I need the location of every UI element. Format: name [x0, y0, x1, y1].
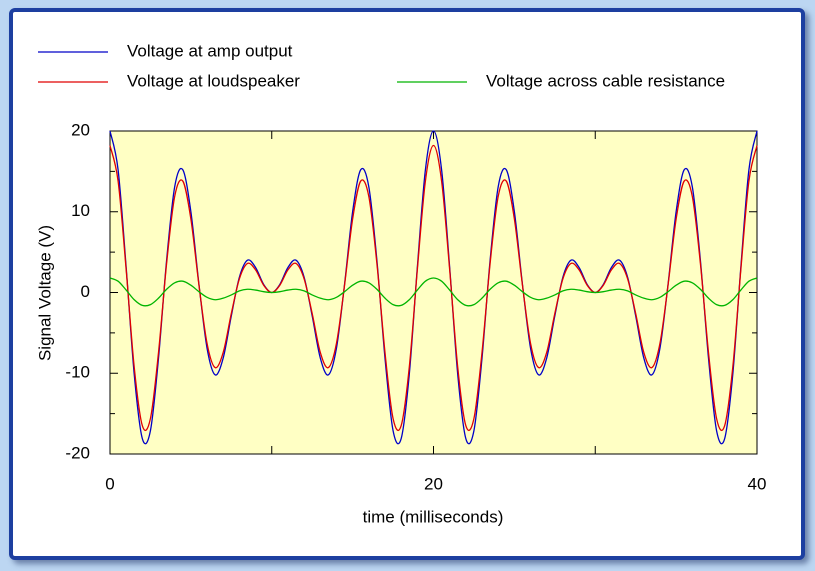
series-line: [109, 277, 758, 307]
y-tick-label: -20: [65, 443, 90, 462]
legend-label: Voltage at loudspeaker: [127, 71, 300, 90]
legend-label: Voltage at amp output: [127, 41, 293, 60]
series-line: [109, 144, 758, 432]
y-tick-label: 0: [81, 282, 90, 301]
x-tick-label: 20: [424, 474, 443, 493]
y-tick-label: 10: [71, 201, 90, 220]
x-tick-label: 0: [105, 474, 114, 493]
y-tick-label: -10: [65, 363, 90, 382]
series-line: [109, 130, 758, 445]
y-tick-label: 20: [71, 120, 90, 139]
x-axis-label: time (milliseconds): [363, 507, 504, 526]
y-axis-label: Signal Voltage (V): [35, 225, 54, 361]
legend-label: Voltage across cable resistance: [486, 71, 725, 90]
plot-area: [109, 130, 758, 455]
x-tick-label: 40: [748, 474, 767, 493]
